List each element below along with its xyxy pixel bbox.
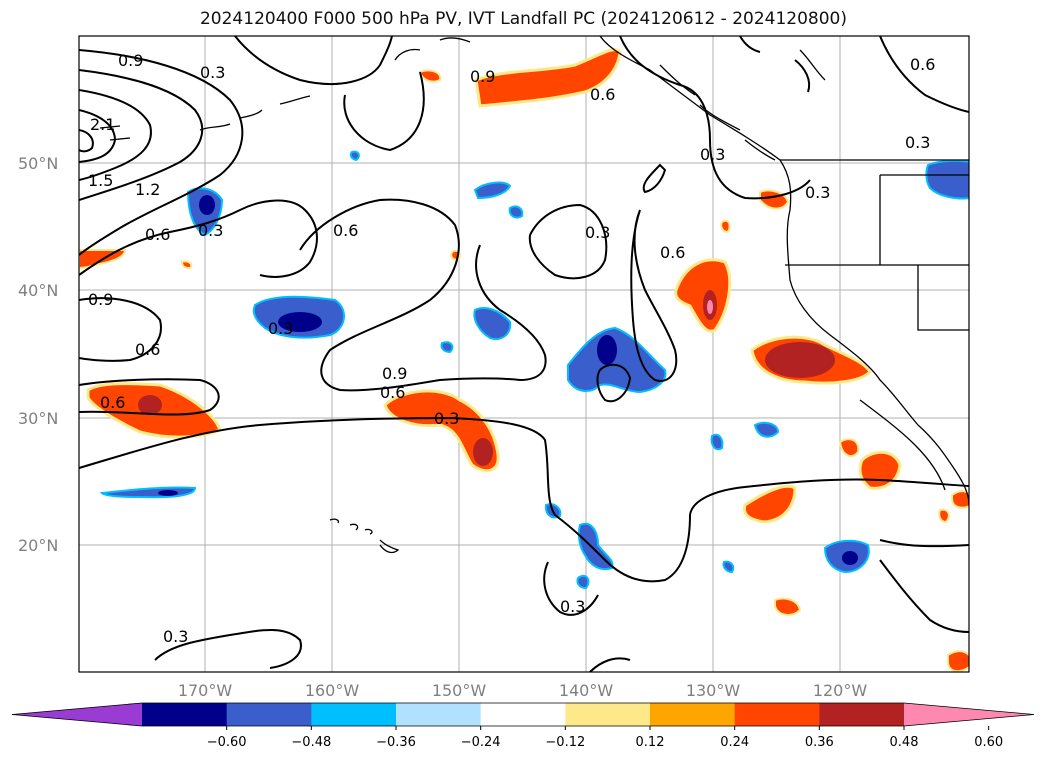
contour-label: 0.6 (380, 383, 405, 402)
contour-label: 1.5 (88, 171, 113, 190)
colorbar-tick-label: 0.48 (890, 735, 919, 750)
contour-label: 0.6 (145, 225, 170, 244)
colorbar-tick-label: 0.24 (720, 735, 749, 750)
colorbar-segment (819, 703, 905, 726)
colorbar-segment (142, 703, 228, 726)
contour-label: 0.6 (135, 340, 160, 359)
contour-label: 0.6 (660, 243, 685, 262)
lon-label: 130°W (686, 681, 741, 700)
pv-contours (79, 36, 969, 672)
map-frame (78, 35, 970, 673)
lat-label: 30°N (18, 409, 58, 428)
lon-label: 140°W (559, 681, 614, 700)
latitude-labels: 50°N 40°N 30°N 20°N (18, 154, 58, 555)
colorbar-segment (480, 703, 566, 726)
colorbar-tick-label: 0.12 (636, 735, 665, 750)
lon-label: 160°W (305, 681, 360, 700)
colorbar-tick-label: −0.12 (545, 735, 585, 750)
contour-label: 0.3 (560, 597, 585, 616)
lon-label: 120°W (813, 681, 868, 700)
contour-label: 0.3 (700, 145, 725, 164)
colorbar-segment (311, 703, 397, 726)
contour-label: 0.3 (200, 63, 225, 82)
contour-label: 0.3 (268, 319, 293, 338)
colorbar-tick-label: −0.36 (376, 735, 416, 750)
longitude-labels: 170°W 160°W 150°W 140°W 130°W 120°W (178, 681, 868, 700)
colorbar-segment (396, 703, 482, 726)
contour-label: 0.3 (585, 223, 610, 242)
contour-label: 0.3 (805, 183, 830, 202)
lon-label: 170°W (178, 681, 233, 700)
colorbar-tick-label: 0.60 (974, 735, 1003, 750)
contour-label: 0.6 (590, 85, 615, 104)
contour-label: 0.9 (470, 67, 495, 86)
lat-label: 20°N (18, 536, 58, 555)
ivt-negative-regions (99, 150, 969, 590)
contour-label: 2.1 (90, 115, 115, 134)
contour-label: 0.6 (333, 221, 358, 240)
lon-label: 150°W (432, 681, 487, 700)
colorbar-max-extension (904, 703, 1034, 726)
contour-label: 0.9 (382, 364, 407, 383)
colorbar-tick-label: −0.24 (461, 735, 501, 750)
colorbar-segment (734, 703, 820, 726)
contour-label: 0.3 (198, 221, 223, 240)
contour-label: 0.9 (118, 51, 143, 70)
contour-label: 0.6 (100, 393, 125, 412)
ivt-positive-regions (79, 48, 969, 672)
colorbar-tick-label: 0.36 (805, 735, 834, 750)
colorbar-segment (650, 703, 736, 726)
lat-label: 50°N (18, 154, 58, 173)
contour-labels: 0.9 0.3 0.9 0.6 0.6 2.1 1.5 1.2 0.6 0.3 … (88, 51, 935, 646)
contour-label: 0.6 (910, 55, 935, 74)
colorbar-min-extension (12, 703, 142, 726)
gridlines (79, 36, 969, 672)
contour-label: 0.9 (88, 290, 113, 309)
colorbar-tick-label: −0.48 (291, 735, 331, 750)
colorbar-segment (565, 703, 651, 726)
contour-label: 0.3 (163, 627, 188, 646)
lat-label: 40°N (18, 281, 58, 300)
contour-label: 0.3 (434, 409, 459, 428)
colorbar-tick-label: −0.60 (207, 735, 247, 750)
colorbar-segment (226, 703, 312, 726)
colorbar: −0.60 −0.48 −0.36 −0.24 −0.12 0.12 0.24 0.36 0.4… (11, 702, 1035, 750)
colorbar-outline (11, 702, 1035, 727)
map-title: 2024120400 F000 500 hPa PV, IVT Landfall… (199, 9, 847, 29)
contour-label: 0.3 (905, 133, 930, 152)
contour-label: 1.2 (135, 180, 160, 199)
